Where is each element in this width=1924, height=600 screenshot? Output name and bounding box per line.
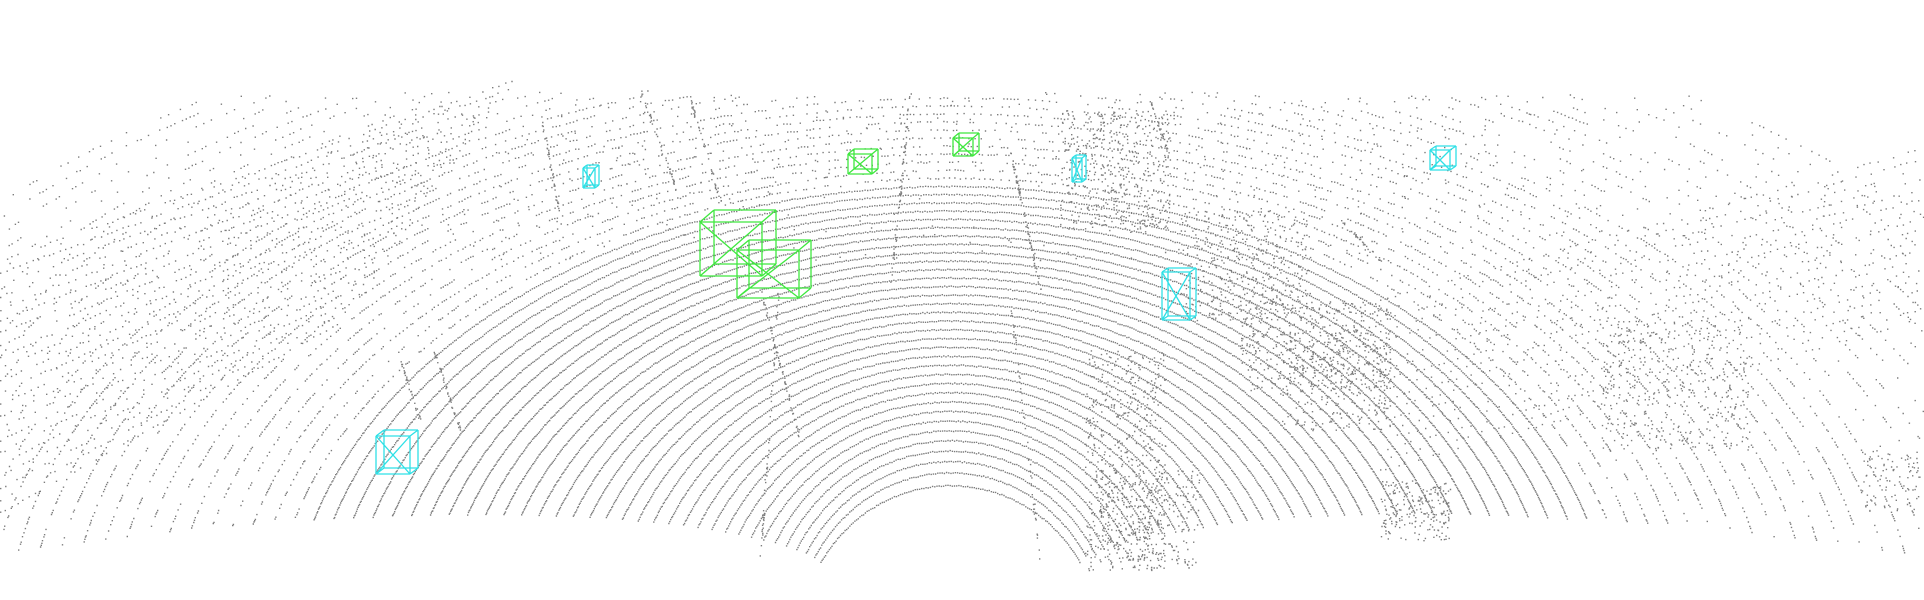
vehicle-bounding-box [952,132,980,157]
vehicle-bounding-box [699,209,777,277]
point-cloud-points [0,80,1924,572]
vehicle-bounding-box [847,148,879,175]
detection-boxes [375,132,1457,475]
lidar-points [0,80,1924,572]
pedestrian-bounding-box [1071,154,1087,183]
vehicle-bounding-box [736,239,812,299]
pedestrian-bounding-box [582,164,600,189]
pedestrian-bounding-box [1161,267,1197,321]
pedestrian-bounding-box [375,429,419,475]
pedestrian-bounding-box [1429,145,1457,171]
